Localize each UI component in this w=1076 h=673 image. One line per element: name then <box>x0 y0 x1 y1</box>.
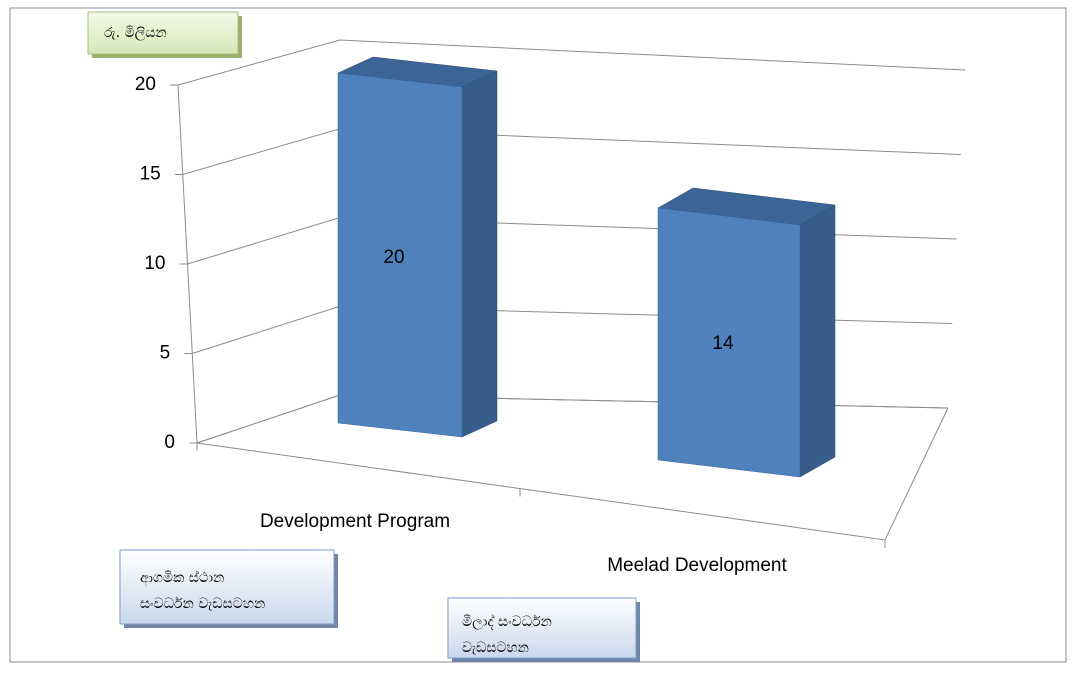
annotation-box: මීලාද් සංවර්ධන වැඩසටහන <box>447 597 640 662</box>
annotation-line: ආගමික ස්ථාන <box>140 570 224 587</box>
annotation-line: සංවර්ධන වැඩසටහන <box>140 596 265 612</box>
data-label: 14 <box>712 333 734 354</box>
plot-area: 0 5 10 15 20 20 Development Program 14 Meelad De… <box>135 39 966 576</box>
grid-line <box>192 305 953 354</box>
grid-line <box>182 128 961 175</box>
y-tick-label: 0 <box>164 432 175 453</box>
y-tick-label: 10 <box>144 253 165 274</box>
unit-label: රු. මිලියන <box>104 25 167 41</box>
box <box>87 11 239 55</box>
bar <box>657 207 801 478</box>
grid-line <box>177 39 966 86</box>
data-label: 20 <box>383 247 404 268</box>
y-tick-label: 5 <box>160 343 171 364</box>
box <box>119 549 335 625</box>
annotation-line: වැඩසටහන <box>462 640 529 656</box>
x-tick-label: Meelad Development <box>607 555 787 576</box>
y-tick-label: 20 <box>135 74 156 95</box>
grid-line <box>187 216 957 265</box>
box <box>447 597 637 659</box>
x-tick-label: Development Program <box>260 511 450 532</box>
bar <box>337 72 463 438</box>
wall-edge <box>196 394 949 444</box>
grid-line <box>196 394 949 444</box>
bar-side <box>799 204 836 478</box>
annotation-line: මීලාද් සංවර්ධන <box>462 614 552 630</box>
bar-side <box>461 70 498 438</box>
y-tick-label: 15 <box>140 164 161 185</box>
unit-box: රු. මිලියන <box>87 11 242 58</box>
annotation-box: ආගමික ස්ථාන සංවර්ධන වැඩසටහන <box>119 549 338 628</box>
